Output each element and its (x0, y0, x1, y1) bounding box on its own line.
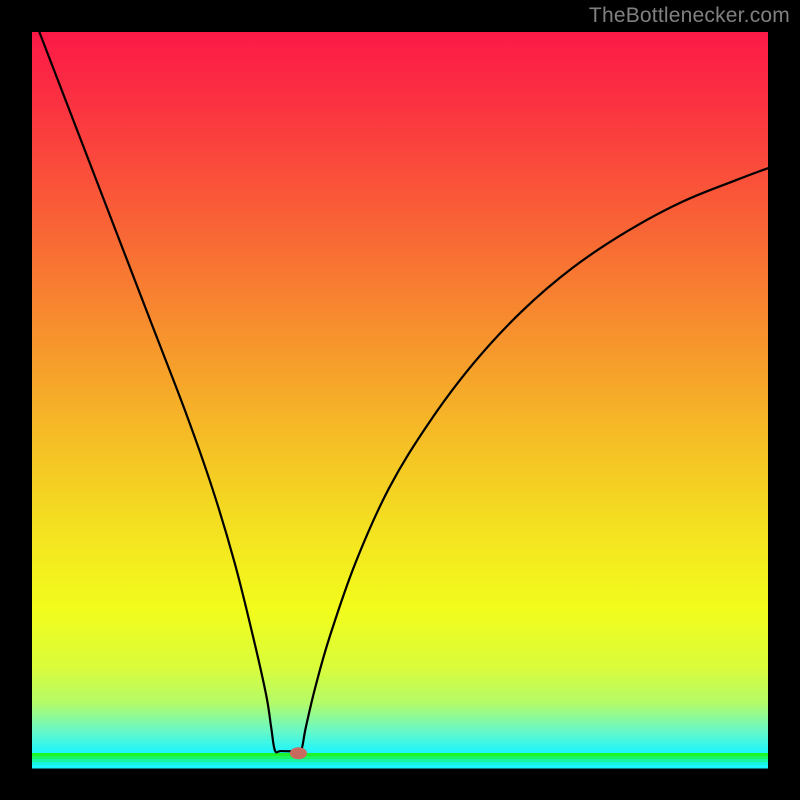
bottleneck-chart (0, 0, 800, 800)
bottom-bar-stripe (32, 759, 768, 763)
bottom-bar-stripe (32, 753, 768, 757)
bottom-bar-stripe (32, 762, 768, 766)
attribution-text: TheBottlenecker.com (589, 4, 790, 28)
bottom-bar-stripe (32, 765, 768, 769)
chart-gradient-background (32, 32, 768, 753)
optimal-point-marker (290, 747, 307, 759)
bottom-bar-stripe (32, 756, 768, 760)
